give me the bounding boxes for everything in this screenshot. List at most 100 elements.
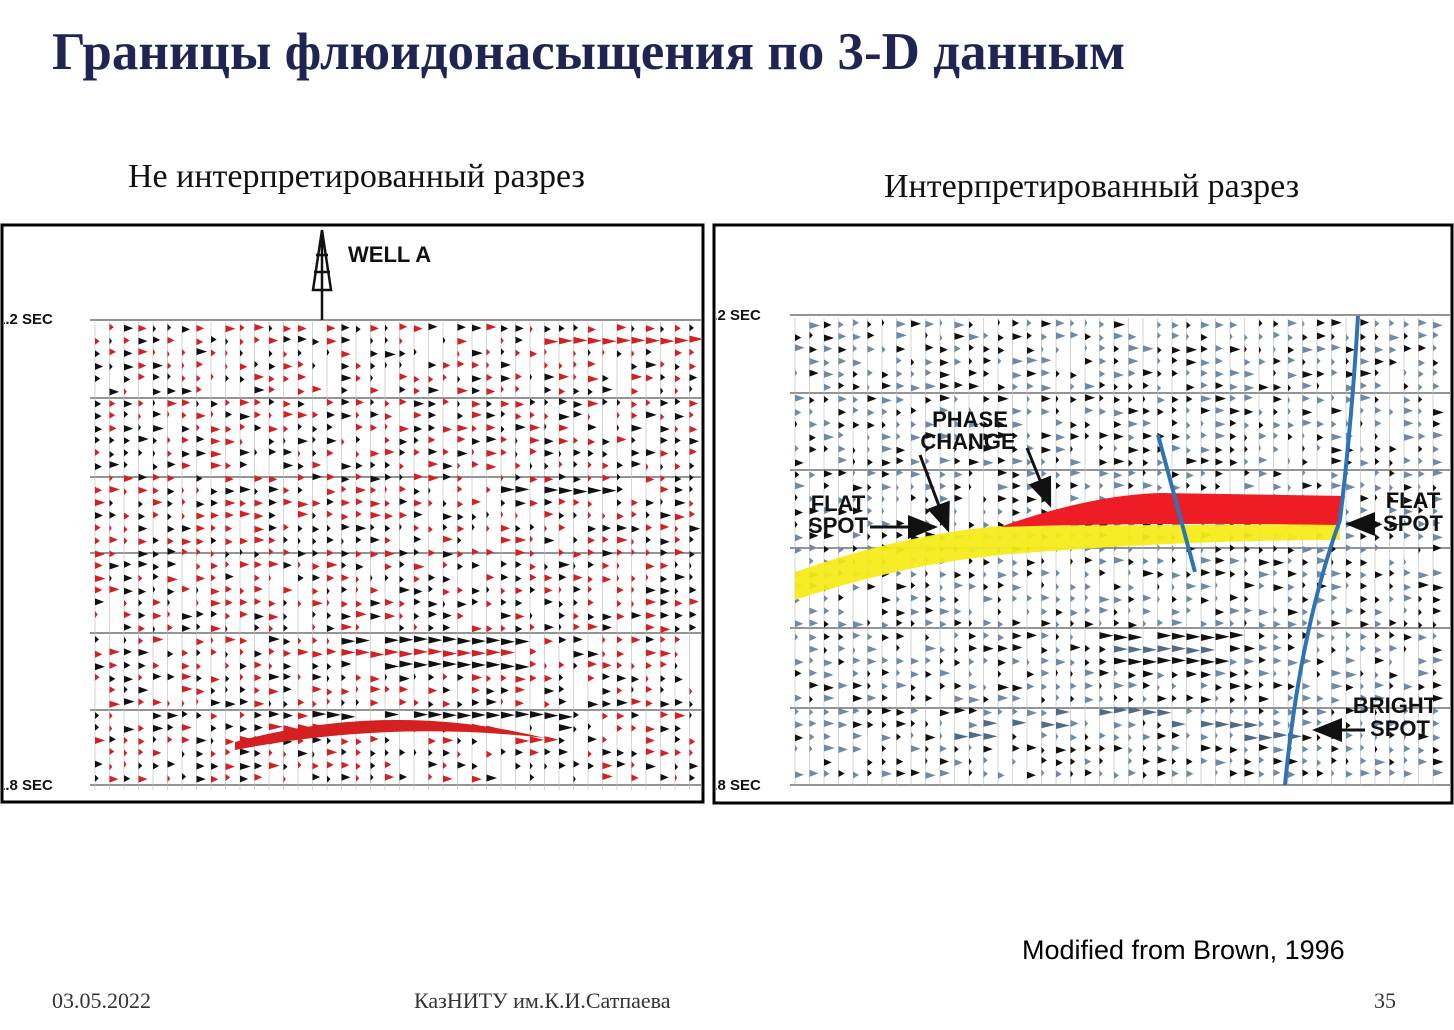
wavelet (341, 574, 350, 582)
wavelet (428, 411, 437, 419)
wavelet (225, 585, 232, 593)
wavelet (182, 450, 190, 458)
wavelet (867, 658, 877, 666)
wavelet (1317, 444, 1321, 452)
wavelet (124, 537, 128, 545)
wavelet (225, 651, 228, 658)
wavelet (867, 708, 873, 716)
wavelet (1375, 346, 1384, 354)
wavelet (1288, 721, 1291, 729)
wavelet (853, 721, 863, 729)
wavelet (617, 512, 624, 520)
wavelet (109, 400, 116, 408)
wavelet (225, 499, 236, 507)
wavelet (269, 375, 275, 383)
wavelet (675, 475, 682, 483)
wavelet (370, 511, 382, 519)
wavelet (1288, 669, 1291, 677)
wavelet (911, 358, 915, 366)
wavelet (544, 700, 550, 708)
wavelet (602, 386, 613, 394)
wavelet (824, 334, 835, 342)
wavelet (1389, 644, 1398, 652)
wavelet (1099, 744, 1106, 752)
wavelet (1244, 408, 1254, 416)
wavelet (1012, 694, 1021, 702)
wavelet (838, 431, 844, 439)
wavelet (882, 758, 886, 766)
wavelet (356, 498, 364, 506)
wavelet (530, 748, 539, 756)
wavelet (1157, 769, 1167, 777)
wavelet (124, 698, 135, 706)
wavelet (298, 550, 306, 558)
wavelet (414, 375, 420, 383)
wavelet (211, 511, 219, 519)
wavelet (1027, 771, 1036, 779)
wavelet (896, 421, 901, 429)
wavelet (925, 421, 935, 429)
wavelet (370, 699, 379, 707)
wavelet (443, 624, 451, 632)
wavelet (882, 319, 885, 327)
wavelet (95, 436, 101, 444)
wavelet (544, 524, 548, 532)
wavelet (1230, 619, 1235, 627)
wavelet (838, 721, 848, 729)
wavelet (530, 773, 535, 781)
wavelet (689, 437, 700, 445)
wavelet (356, 325, 361, 333)
wavelet (1360, 633, 1367, 641)
wavelet (1273, 719, 1282, 727)
wavelet (167, 436, 171, 444)
wavelet (1172, 682, 1177, 690)
wavelet (457, 337, 468, 345)
wavelet (1157, 408, 1164, 416)
wavelet (954, 745, 959, 753)
wavelet (853, 319, 860, 327)
wavelet (1128, 482, 1134, 490)
wavelet (501, 648, 515, 656)
wavelet (1331, 634, 1335, 642)
wavelet (443, 448, 449, 456)
wavelet (196, 599, 199, 607)
wavelet (1201, 720, 1215, 728)
wavelet (109, 436, 115, 444)
wavelet (428, 448, 438, 456)
wavelet (602, 535, 609, 543)
wavelet (954, 759, 963, 767)
wavelet (1346, 396, 1353, 404)
wavelet (211, 610, 218, 618)
wavelet (838, 745, 848, 753)
wavelet (1302, 371, 1313, 379)
wavelet (254, 525, 265, 533)
wavelet (225, 411, 233, 419)
wavelet (809, 708, 814, 716)
wavelet (515, 462, 521, 470)
wavelet (109, 474, 113, 482)
wavelet (530, 623, 535, 631)
wavelet (486, 648, 501, 656)
wavelet (1331, 369, 1338, 377)
wavelet (167, 410, 170, 418)
wavelet (1027, 559, 1036, 567)
wavelet (588, 413, 591, 421)
wavelet (399, 337, 403, 345)
wavelet (414, 749, 417, 757)
wavelet (853, 732, 863, 740)
wavelet (1230, 707, 1234, 715)
wavelet (1201, 658, 1215, 666)
wavelet (515, 474, 521, 482)
wavelet (356, 600, 363, 608)
wavelet (153, 463, 158, 471)
wavelet (211, 712, 218, 720)
wavelet (675, 449, 679, 457)
wavelet (138, 435, 149, 443)
wavelet (809, 695, 813, 703)
wavelet (153, 636, 164, 644)
wavelet (795, 721, 804, 729)
wavelet (838, 644, 846, 652)
wavelet (240, 637, 248, 645)
wavelet (1070, 633, 1074, 641)
wavelet (1056, 620, 1060, 628)
